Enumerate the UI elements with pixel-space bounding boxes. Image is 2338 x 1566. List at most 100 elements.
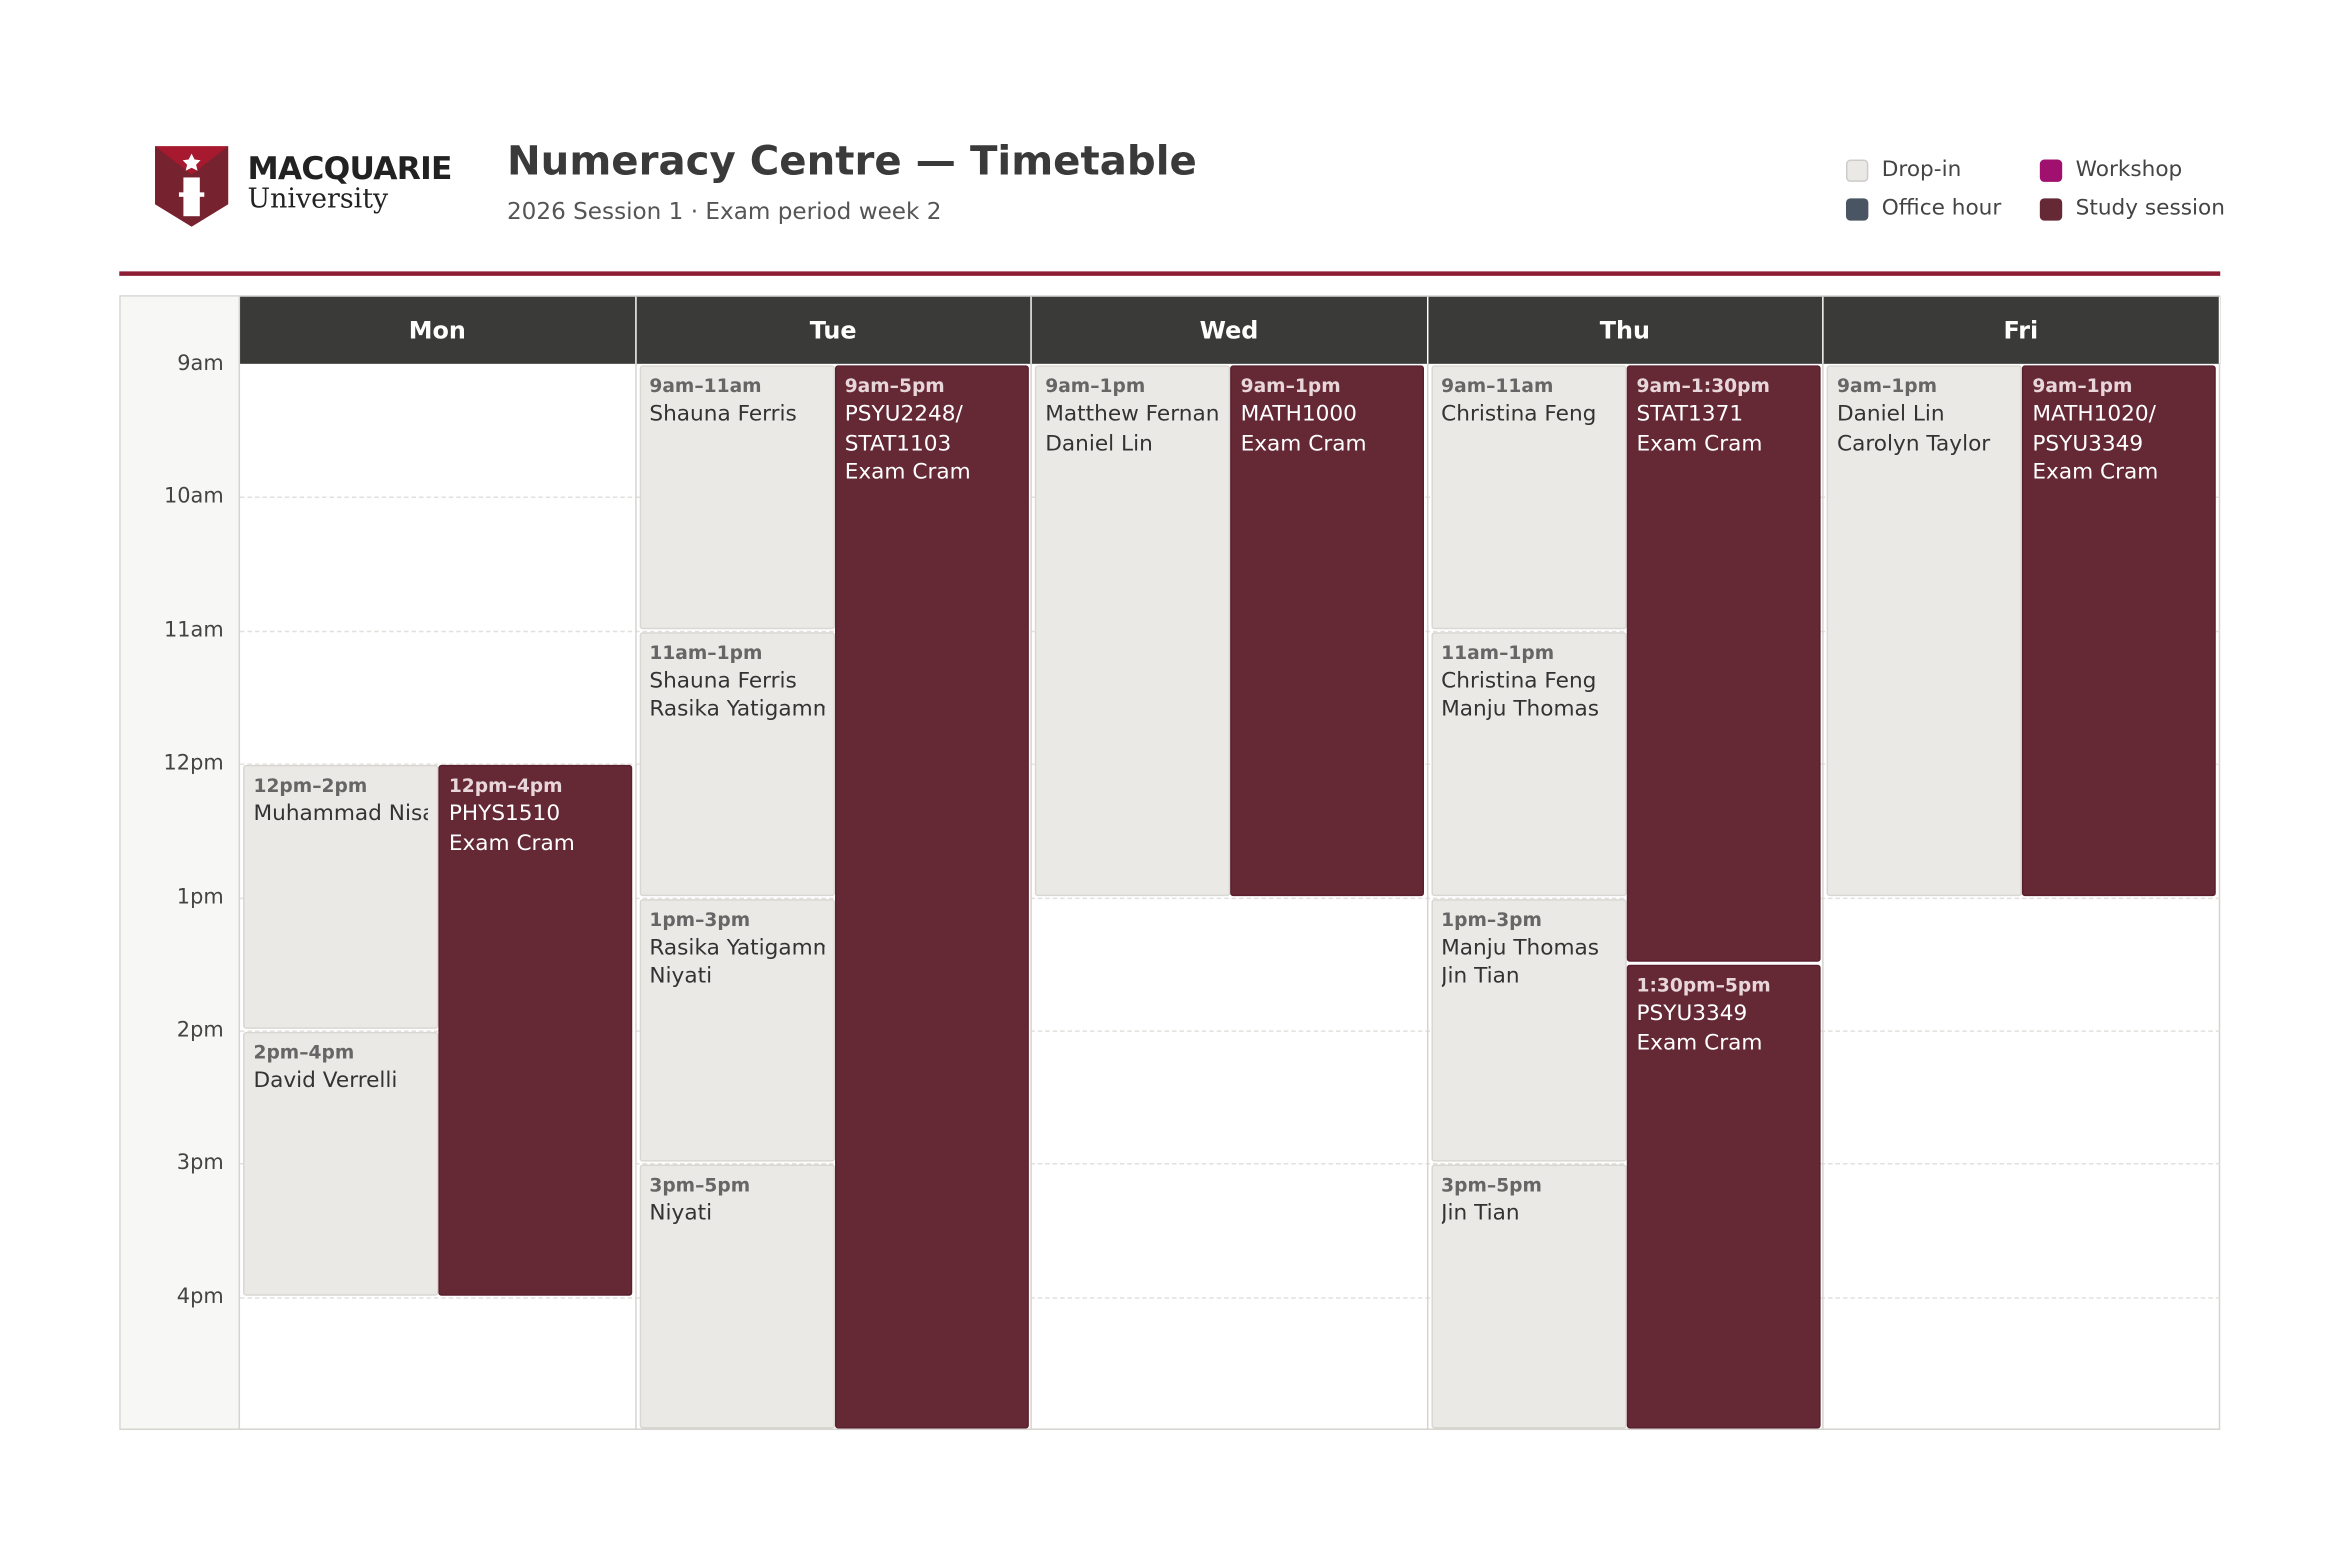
- event-name: Christina Feng: [1441, 669, 1597, 694]
- event-block: 9am–11am Christina Feng: [1430, 365, 1627, 629]
- event-block: 9am–11am Shauna Ferris: [638, 365, 835, 629]
- day-divider: [634, 363, 636, 1429]
- legend-label: Drop-in: [1881, 158, 1962, 182]
- legend-swatch: [1845, 158, 1869, 182]
- logo-text: University: [247, 183, 389, 215]
- event-block: 11am–1pm Christina Feng Manju Thomas: [1430, 631, 1627, 896]
- event-time: 1pm–3pm: [649, 907, 751, 930]
- event-name: Shauna Ferris: [649, 669, 797, 694]
- time-label: 9am: [177, 351, 224, 376]
- time-column: 9am 10am 11am 12pm 1pm 2pm 3pm 4pm: [120, 296, 241, 1429]
- time-label: 1pm: [176, 885, 224, 909]
- event-name: David Verrelli: [253, 1069, 398, 1093]
- logo-text: MACQUARIE: [247, 150, 453, 187]
- event-block: 3pm–5pm Jin Tian: [1430, 1165, 1627, 1429]
- event-name: Jin Tian: [1441, 964, 1520, 989]
- event-name: Rasika Yatigammana: [649, 698, 823, 723]
- legend-item: Workshop: [2039, 151, 2234, 190]
- legend-label: Workshop: [2075, 158, 2183, 182]
- event-time: 12pm–2pm: [253, 774, 368, 797]
- page-title: Numeracy Centre — Timetable: [506, 138, 1197, 185]
- event-block: 9am–5pm PSYU2248/ STAT1103 Exam Cram: [834, 365, 1029, 1429]
- event-block: 1pm–3pm Rasika Yatigammana Niyati: [638, 898, 835, 1163]
- day-divider: [1822, 363, 1824, 1429]
- event-name: PSYU2248/ STAT1103 Exam Cram: [844, 402, 971, 485]
- event-name: MATH1020/ PSYU3349 Exam Cram: [2032, 402, 2159, 485]
- event-name: Muhammad Nisar: [253, 802, 428, 827]
- event-name: Christina Feng: [1441, 402, 1597, 427]
- event-time: 9am–5pm: [844, 374, 945, 397]
- time-label: 4pm: [176, 1285, 224, 1309]
- day-header: Fri: [1823, 296, 2220, 364]
- day-divider: [1426, 363, 1428, 1429]
- legend-label: Study session: [2075, 196, 2225, 221]
- event-name: STAT1371 Exam Cram: [1636, 402, 1763, 456]
- event-name: MATH1000 Exam Cram: [1240, 402, 1367, 456]
- event-time: 3pm–5pm: [649, 1174, 751, 1197]
- event-name: PSYU3349 Exam Cram: [1636, 1002, 1763, 1056]
- event-time: 9am–1:30pm: [1636, 374, 1770, 397]
- logo-shield: [155, 146, 229, 227]
- event-block: 9am–1pm Matthew Fernando Daniel Lin: [1034, 365, 1231, 896]
- event-block: 11am–1pm Shauna Ferris Rasika Yatigammana: [638, 631, 835, 896]
- legend-item: Drop-in: [1845, 151, 2040, 190]
- event-name: Matthew Fernando: [1045, 402, 1220, 427]
- event-name: Jin Tian: [1441, 1202, 1520, 1227]
- event-name: Manju Thomas: [1441, 935, 1600, 960]
- event-block: 1:30pm–5pm PSYU3349 Exam Cram: [1626, 965, 1820, 1429]
- event-block: 9am–1:30pm STAT1371 Exam Cram: [1626, 365, 1820, 963]
- event-name: Niyati: [649, 1202, 713, 1227]
- day-divider: [1030, 363, 1032, 1429]
- event-time: 11am–1pm: [1441, 640, 1555, 664]
- event-name: Shauna Ferris: [649, 402, 797, 427]
- time-label: 12pm: [163, 751, 224, 776]
- event-block: 9am–1pm MATH1020/ PSYU3349 Exam Cram: [2021, 365, 2216, 896]
- event-time: 9am–11am: [1441, 374, 1554, 397]
- time-label: 3pm: [176, 1151, 224, 1176]
- event-block: 9am–1pm MATH1000 Exam Cram: [1230, 365, 1425, 896]
- divider: [119, 271, 2221, 276]
- hour-line: [240, 1030, 2220, 1032]
- legend-item: Office hour: [1845, 189, 2040, 228]
- event-time: 9am–1pm: [2032, 374, 2133, 397]
- event-block: 3pm–5pm Niyati: [638, 1165, 835, 1429]
- legend-item: Study session: [2039, 189, 2234, 228]
- event-time: 9am–1pm: [1837, 374, 1938, 397]
- time-label: 11am: [163, 618, 224, 643]
- event-name: Manju Thomas: [1441, 698, 1600, 723]
- event-time: 2pm–4pm: [253, 1040, 355, 1064]
- event-time: 1pm–3pm: [1441, 907, 1542, 930]
- timetable-grid: 9am 10am 11am 12pm 1pm 2pm 3pm 4pm Mon 12pm–2pm M…: [119, 295, 2221, 1430]
- event-name: Carolyn Taylor: [1837, 431, 1991, 456]
- event-name: Niyati: [649, 964, 713, 989]
- event-time: 9am–1pm: [1045, 374, 1146, 397]
- time-label: 10am: [163, 485, 224, 510]
- event-name: Rasika Yatigammana: [649, 935, 823, 960]
- event-name: Daniel Lin: [1837, 402, 1945, 427]
- day-header: Wed: [1031, 296, 1428, 364]
- hour-line: [240, 1163, 2220, 1166]
- legend-label: Office hour: [1881, 196, 2002, 221]
- event-name: Daniel Lin: [1045, 431, 1153, 456]
- page-subtitle: 2026 Session 1 · Exam period week 2: [506, 198, 942, 226]
- event-time: 9am–1pm: [1240, 374, 1341, 397]
- event-time: 9am–11am: [649, 374, 762, 397]
- hour-line: [240, 897, 2220, 899]
- legend-swatch: [2039, 197, 2063, 220]
- event-block: 9am–1pm Daniel Lin Carolyn Taylor: [1826, 365, 2022, 896]
- event-name: PHYS1510 Exam Cram: [448, 802, 575, 856]
- event-time: 3pm–5pm: [1441, 1174, 1542, 1197]
- time-label: 2pm: [176, 1018, 224, 1043]
- event-time: 12pm–4pm: [448, 774, 563, 797]
- day-header: Tue: [635, 296, 1032, 364]
- event-time: 11am–1pm: [649, 640, 763, 664]
- event-block: 2pm–4pm David Verrelli: [243, 1031, 439, 1296]
- hour-line: [240, 1296, 2220, 1299]
- legend: Drop-in Office hour Workshop Study session: [1845, 151, 2234, 229]
- event-block: 12pm–2pm Muhammad Nisar: [243, 765, 439, 1029]
- legend-swatch: [2039, 158, 2063, 182]
- day-header: Mon: [240, 296, 636, 364]
- event-time: 1:30pm–5pm: [1636, 974, 1771, 997]
